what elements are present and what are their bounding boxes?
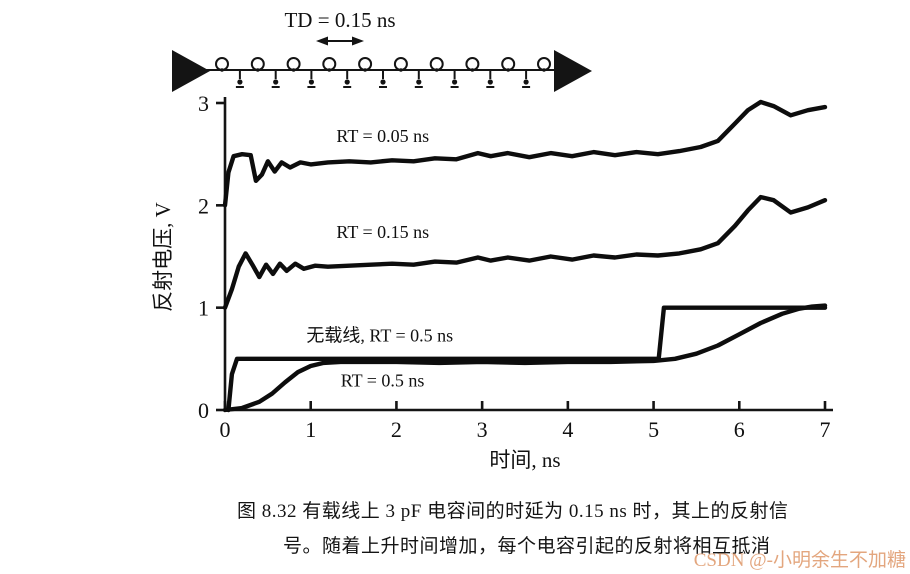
- figure-caption-line2: 号。随着上升时间增加，每个电容引起的反射将相互抵消: [283, 536, 771, 557]
- x-tick-label: 0: [220, 417, 231, 442]
- x-tick-label: 1: [305, 417, 316, 442]
- capacitor-dot: [416, 79, 422, 85]
- junction-dot: [291, 68, 296, 72]
- junction-dot: [327, 68, 332, 72]
- loaded-transmission-line-diagram: TD = 0.15 ns: [172, 8, 592, 92]
- capacitor-dot: [523, 79, 529, 85]
- capacitor-dot: [380, 79, 386, 85]
- curve-rt-0.15-ns: [222, 194, 828, 310]
- right-driver-arrow: [554, 50, 592, 92]
- x-tick-label: 5: [648, 417, 659, 442]
- y-tick-label: 0: [198, 398, 209, 423]
- curve-rt-0.05-ns: [222, 99, 828, 208]
- capacitor-dot: [237, 79, 243, 85]
- reflection-voltage-chart: 0 1 2 3 0 1 2 3 4 5 6 7 RT = 0.05 ns RT = 0.15 ns 无载线,…: [151, 95, 833, 472]
- x-tick-label: 7: [820, 417, 831, 442]
- line-section-loop: [286, 57, 301, 71]
- line-section-loop: [322, 57, 337, 71]
- y-tick-label: 2: [198, 193, 209, 218]
- td-arrowhead-right: [352, 36, 364, 46]
- junction-dot: [363, 68, 367, 72]
- capacitor-dot: [308, 79, 314, 85]
- curve-rt-0.5-ns: [222, 303, 828, 413]
- curve-label-rt-0.05-ns: RT = 0.05 ns: [336, 126, 429, 146]
- watermark: CSDN @-小明余生不加糖: [693, 550, 906, 571]
- figure-caption-line1: 图 8.32 有载线上 3 pF 电容间的时延为 0.15 ns 时，其上的反射…: [237, 501, 789, 522]
- junction-dot: [542, 68, 546, 72]
- junction-dot: [256, 68, 260, 72]
- line-section-loop: [215, 57, 229, 71]
- line-section-loop: [429, 57, 444, 71]
- line-section-loop: [537, 57, 551, 71]
- capacitor-dot: [273, 79, 279, 85]
- y-axis-label: 反射电压, V: [151, 202, 175, 312]
- line-section-loop: [465, 57, 480, 71]
- line-section-loop: [393, 57, 408, 71]
- left-driver-arrow: [172, 50, 210, 92]
- td-label: TD = 0.15 ns: [284, 8, 395, 32]
- curve-无载线-rt-0.5-ns: [226, 305, 828, 413]
- x-tick-label: 3: [477, 417, 488, 442]
- x-tick-label: 6: [734, 417, 745, 442]
- junction-dot: [399, 68, 403, 72]
- junction-dot: [470, 68, 475, 72]
- y-tick-label: 1: [198, 296, 209, 321]
- junction-dot: [220, 68, 224, 72]
- line-section-loop: [250, 57, 265, 71]
- junction-dot: [506, 68, 511, 72]
- junction-dot: [434, 68, 439, 72]
- y-tick-label: 3: [198, 95, 209, 116]
- x-tick-label: 4: [562, 417, 573, 442]
- curve-label-无载线-rt-0.5-ns: 无载线, RT = 0.5 ns: [306, 325, 453, 345]
- capacitor-dot: [452, 79, 458, 85]
- curve-label-rt-0.5-ns: RT = 0.5 ns: [341, 371, 425, 391]
- x-tick-label: 2: [391, 417, 402, 442]
- line-section-loop: [501, 57, 516, 71]
- x-axis-label: 时间, ns: [489, 448, 560, 472]
- capacitor-dot: [344, 79, 350, 85]
- line-section-loop: [358, 57, 373, 71]
- capacitor-dot: [487, 79, 493, 85]
- curve-label-rt-0.15-ns: RT = 0.15 ns: [336, 222, 429, 242]
- td-arrowhead-left: [316, 36, 328, 46]
